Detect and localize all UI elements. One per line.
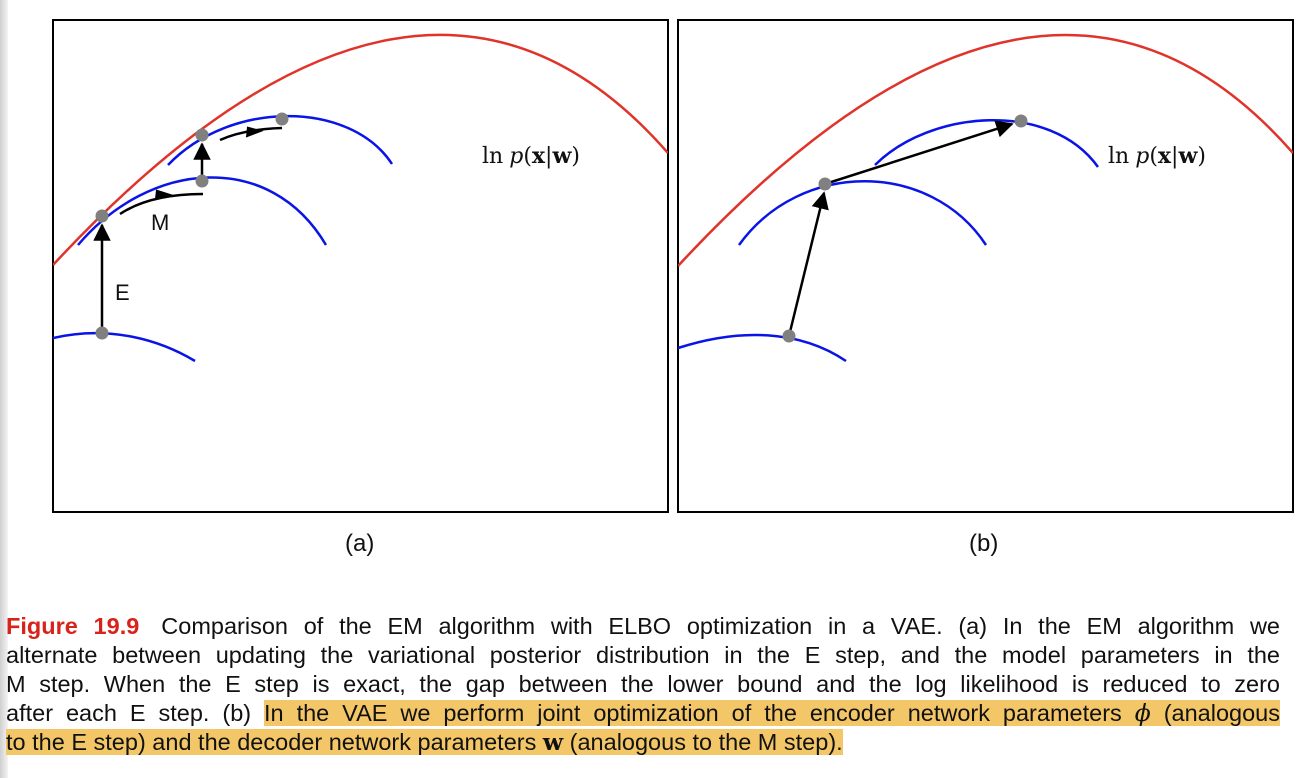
panel-a: E M ln p(x|w) xyxy=(52,19,669,513)
panel-a-point xyxy=(275,112,289,126)
panel-a-curve-label: ln p(x|w) xyxy=(482,143,580,169)
panel-b-point xyxy=(782,329,796,343)
panel-b-curve-label: ln p(x|w) xyxy=(1108,143,1206,169)
panel-a-point xyxy=(195,128,209,142)
panel-b-bound-curve-3 xyxy=(874,118,1100,168)
panel-b: ln p(x|w) xyxy=(677,19,1294,513)
panel-a-log-likelihood-curve xyxy=(53,33,668,266)
em-vs-vae-figure: E M ln p(x|w) ln p(x|w) xyxy=(52,19,1294,513)
caption-text: after each E step. (b) xyxy=(6,700,265,726)
panel-a-bound-curve-2 xyxy=(77,176,328,246)
panel-a-frame xyxy=(52,19,669,513)
panel-b-log-likelihood-curve xyxy=(678,33,1293,267)
caption-line-1: Figure 19.9 Comparison of the EM algorith… xyxy=(6,612,1280,641)
panel-a-m-step-arrow-2-head xyxy=(245,126,264,138)
caption-text: Comparison of the EM algorithm with ELBO… xyxy=(161,613,1280,639)
panel-b-label: (b) xyxy=(969,530,999,557)
caption-line-4: after each E step. (b) In the VAE we per… xyxy=(6,699,1280,728)
panel-b-frame xyxy=(677,19,1294,513)
panel-a-point xyxy=(95,209,109,223)
panel-a-m-label: M xyxy=(151,210,169,235)
panel-b-encoder-step-arrow xyxy=(787,191,829,337)
highlighted-text: to the E step) and the decoder network p… xyxy=(6,728,843,756)
panel-b-point xyxy=(1014,114,1028,128)
page-edge-shadow xyxy=(0,0,8,778)
panel-a-point xyxy=(95,326,109,340)
figure-number: Figure 19.9 xyxy=(6,613,140,639)
panel-a-point xyxy=(195,174,209,188)
figure-caption: Figure 19.9 Comparison of the EM algorith… xyxy=(6,612,1280,757)
panel-a-e-label: E xyxy=(115,280,130,305)
panel-b-point xyxy=(818,177,832,191)
panel-a-label: (a) xyxy=(345,530,375,557)
panel-b-decoder-step-arrow xyxy=(824,120,1014,186)
caption-line-5: to the E step) and the decoder network p… xyxy=(6,728,1280,757)
highlighted-text: In the VAE we perform joint optimization… xyxy=(264,699,1280,727)
panel-a-m-step-arrow-1-head xyxy=(154,189,174,200)
panel-a-bound-curve-1 xyxy=(53,331,196,363)
caption-line-2: alternate between updating the variation… xyxy=(6,642,1280,668)
panel-b-bound-curve-2 xyxy=(737,180,988,246)
panel-b-bound-curve-1 xyxy=(678,333,847,363)
caption-line-3: M step. When the E step is exact, the ga… xyxy=(6,671,1280,697)
